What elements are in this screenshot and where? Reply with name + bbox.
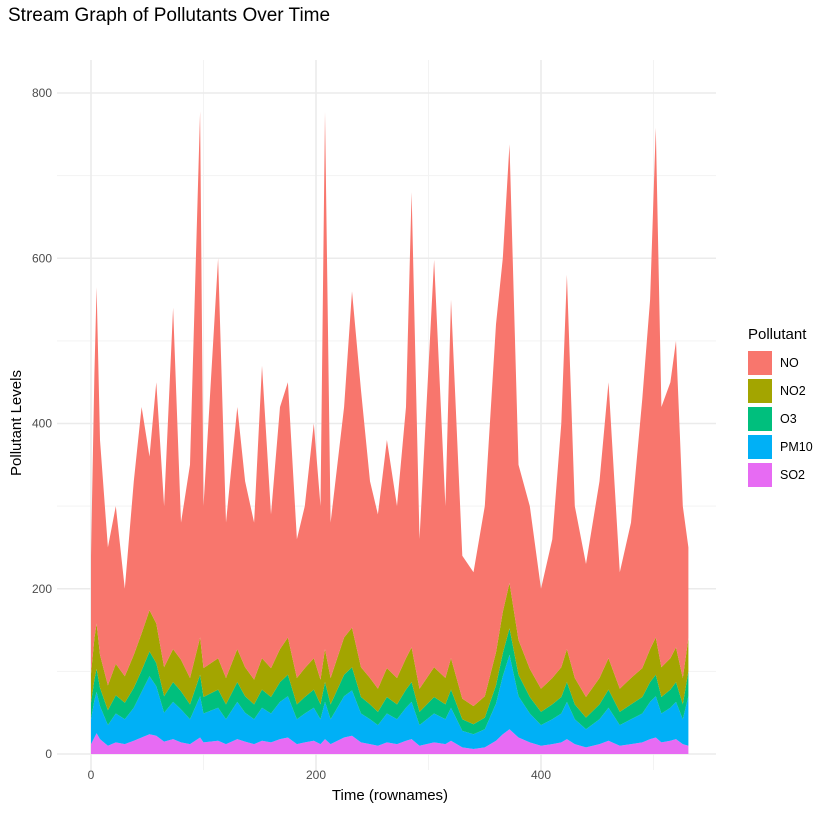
area-no [91,111,689,707]
x-axis-title: Time (rownames) [332,787,448,804]
legend-label: PM10 [780,440,813,454]
stacked-areas [91,111,689,754]
legend-key [748,407,772,431]
y-tick-label: 400 [32,417,52,431]
x-tick-label: 0 [88,768,95,782]
y-tick-label: 800 [32,86,52,100]
legend-label: SO2 [780,468,806,482]
area-no2 [91,583,689,725]
legend-item-no: NO [748,349,813,377]
legend-key [748,463,772,487]
legend-key [748,351,772,375]
legend-item-pm10: PM10 [748,433,813,461]
y-axis-ticks: 0 200 400 600 800 [32,86,52,761]
legend-key [748,435,772,459]
legend: Pollutant NO NO2 O3 PM10 SO2 [748,326,813,489]
legend-label: O3 [780,412,797,426]
legend-item-no2: NO2 [748,377,813,405]
legend-key [748,379,772,403]
y-tick-label: 200 [32,582,52,596]
x-tick-label: 200 [306,768,326,782]
legend-item-o3: O3 [748,405,813,433]
x-tick-label: 400 [531,768,551,782]
chart-title: Stream Graph of Pollutants Over Time [8,5,331,26]
legend-label: NO [780,356,799,370]
x-axis-ticks: 0 200 400 [88,768,552,782]
area-so2 [91,729,689,754]
area-pm10 [91,654,689,749]
legend-title: Pollutant [748,326,807,343]
legend-item-so2: SO2 [748,461,813,489]
y-axis-title: Pollutant Levels [8,370,25,476]
y-tick-label: 600 [32,251,52,265]
legend-label: NO2 [780,384,806,398]
area-o3 [91,628,689,735]
y-tick-label: 0 [45,747,52,761]
